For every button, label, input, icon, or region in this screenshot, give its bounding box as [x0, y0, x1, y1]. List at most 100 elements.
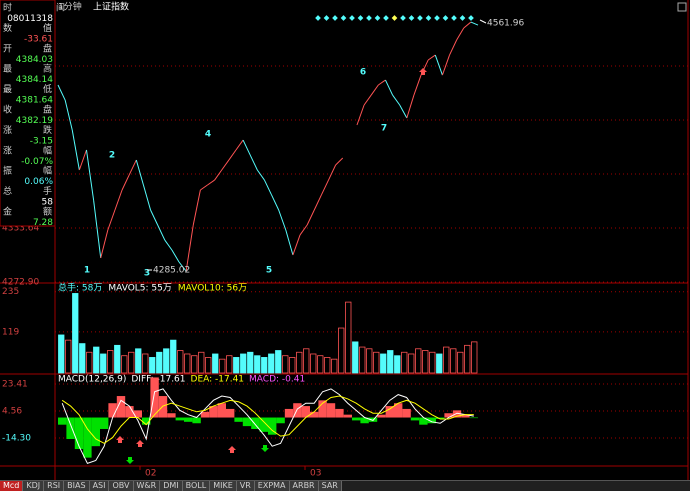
indicator-tab[interactable]: EXPMA: [254, 481, 290, 491]
volume-header: MAVOL10: 56万: [178, 284, 247, 294]
info-label: 振: [3, 165, 12, 177]
macd-bar: [352, 417, 361, 421]
volume-bar: [79, 343, 86, 374]
info-label: 最: [3, 64, 12, 75]
indicator-tab[interactable]: RSI: [44, 481, 65, 491]
info-label: 间: [56, 2, 65, 14]
volume-bar: [401, 351, 408, 374]
macd-bar: [318, 400, 327, 418]
macd-bar: [410, 417, 420, 421]
indicator-tab[interactable]: BIAS: [64, 481, 90, 491]
price-line: [64, 99, 73, 131]
y-tick-label: 119: [2, 327, 19, 337]
signal-arrow: [136, 440, 144, 447]
macd-bar: [217, 403, 226, 418]
indicator-tab[interactable]: MIKE: [210, 481, 237, 491]
indicator-tab[interactable]: DMI: [160, 481, 183, 491]
price-line: [93, 199, 102, 259]
signal-arrow: [261, 445, 269, 452]
price-line: [71, 129, 80, 171]
indicator-tab[interactable]: ASI: [89, 481, 110, 491]
volume-bar: [58, 334, 65, 374]
macd-bar: [276, 417, 285, 424]
price-line: [441, 54, 450, 76]
y-tick-label: 23.41: [2, 380, 28, 390]
price-line: [107, 209, 116, 231]
macd-bar: [175, 417, 184, 421]
macd-bar: [461, 414, 470, 418]
indicator-tab[interactable]: KDJ: [23, 481, 45, 491]
price-line: [263, 179, 273, 196]
price-line: [135, 159, 144, 186]
macd-bar: [385, 406, 394, 418]
price-line: [292, 234, 301, 256]
price-line: [114, 189, 123, 211]
price-line: [285, 229, 294, 256]
volume-bar: [184, 353, 191, 374]
info-label: 幅: [43, 144, 52, 156]
macd-bar: [268, 417, 277, 435]
info-label: 盘: [43, 42, 52, 54]
price-line: [335, 157, 344, 166]
volume-bar: [135, 348, 142, 374]
indicator-tab[interactable]: OBV: [109, 481, 134, 491]
price-line: [399, 104, 408, 119]
macd-bar: [444, 413, 453, 418]
volume-header: MAVOL5: 55万: [108, 284, 172, 294]
info-value: -0.07%: [21, 157, 53, 167]
volume-bar: [247, 351, 254, 374]
volume-bar: [450, 348, 457, 374]
indicator-tab[interactable]: SAR: [318, 481, 342, 491]
price-line: [228, 149, 237, 161]
price-line: [249, 154, 258, 171]
info-label: 幅: [43, 165, 52, 177]
volume-bar: [289, 357, 296, 374]
volume-bar: [394, 355, 401, 374]
macd-header: MACD: -0.41: [249, 375, 305, 385]
indicator-tab[interactable]: VR: [236, 481, 255, 491]
annotation: 4561.96: [487, 19, 524, 29]
macd-header: MACD(12,26,9): [58, 375, 126, 385]
info-label: 额: [43, 206, 52, 218]
annotation: 4285.02: [153, 266, 190, 276]
info-label: 金: [3, 206, 12, 218]
indicator-tab[interactable]: BOLL: [182, 481, 211, 491]
macd-bar: [343, 414, 352, 418]
volume-bar: [233, 357, 240, 374]
price-line: [456, 27, 465, 41]
macd-bar: [100, 417, 109, 429]
info-label: 盘: [43, 104, 52, 116]
macd-bar: [259, 417, 268, 432]
price-line: [363, 94, 372, 106]
window-icon[interactable]: [677, 2, 687, 12]
macd-bar: [226, 408, 235, 418]
wave-label: 5: [266, 266, 272, 276]
price-line: [221, 159, 230, 171]
macd-line: [61, 388, 474, 464]
volume-bar: [275, 350, 282, 374]
info-label: 涨: [3, 145, 12, 156]
macd-bar: [209, 406, 218, 418]
volume-bar: [177, 350, 184, 374]
volume-bar: [436, 353, 443, 374]
indicator-tab[interactable]: W&R: [133, 481, 161, 491]
period: 1分钟: [58, 1, 82, 13]
price-line: [100, 229, 109, 259]
macd-bar: [394, 403, 403, 418]
volume-bar: [212, 353, 219, 374]
volume-bar: [345, 301, 352, 374]
y-tick-label: 4.56: [2, 406, 22, 416]
volume-bar: [296, 351, 303, 374]
info-label: 跌: [43, 125, 52, 136]
indicator-tab[interactable]: Mcd: [0, 481, 24, 491]
volume-bar: [254, 355, 261, 374]
indicator-tab[interactable]: ARBR: [289, 481, 319, 491]
price-line: [320, 179, 329, 196]
macd-bar: [192, 417, 201, 424]
price-line: [427, 54, 436, 61]
volume-bar: [93, 346, 100, 374]
price-line: [470, 21, 479, 26]
macd-bar: [184, 417, 193, 422]
info-value: 4384.14: [16, 75, 53, 85]
volume-bar: [226, 355, 233, 374]
